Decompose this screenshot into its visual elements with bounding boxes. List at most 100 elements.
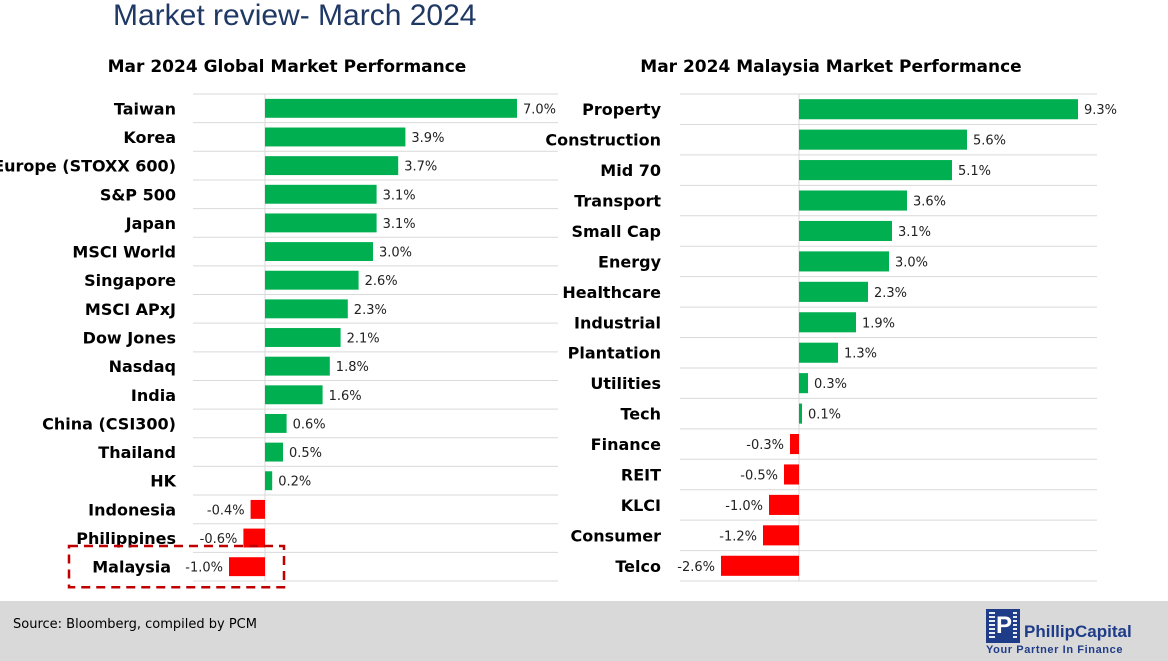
bar-hk — [265, 471, 273, 491]
category-label: Healthcare — [562, 283, 661, 302]
value-label: 3.9% — [411, 131, 444, 146]
value-label: 1.6% — [329, 389, 362, 404]
bar-nasdaq — [265, 356, 330, 376]
bar-energy — [799, 251, 889, 272]
category-label: KLCI — [621, 496, 661, 515]
category-label: Construction — [545, 131, 661, 150]
category-label: Singapore — [84, 271, 176, 290]
bar-msci-world — [265, 242, 373, 262]
value-label: 5.6% — [973, 134, 1006, 149]
logo-tagline: Your Partner In Finance — [986, 644, 1124, 656]
value-label: -2.6% — [677, 560, 715, 575]
bar-msci-apxj — [265, 299, 348, 319]
value-label: 5.1% — [958, 164, 991, 179]
logo-mark-icon: P — [986, 609, 1020, 643]
category-label: Dow Jones — [83, 329, 176, 348]
category-label: Japan — [125, 214, 176, 233]
bar-industrial — [799, 312, 856, 333]
category-label: Thailand — [98, 443, 176, 462]
malaysia-market-chart: Mar 2024 Malaysia Market Performance 9.3%… — [545, 57, 1117, 582]
category-label: REIT — [621, 465, 661, 484]
category-label: HK — [150, 472, 176, 491]
phillipcapital-logo: P PhillipCapital Your Partner In Finance — [986, 609, 1162, 657]
bar-china-csi300 — [265, 413, 287, 433]
chart-title: Mar 2024 Malaysia Market Performance — [640, 57, 1021, 77]
value-label: 0.2% — [278, 475, 311, 490]
category-label: Telco — [615, 557, 661, 576]
bar-philippines — [243, 528, 265, 548]
value-label: -0.5% — [740, 468, 778, 483]
bar-property — [799, 99, 1078, 120]
footer-bar: Source: Bloomberg, compiled by PCM P Phi… — [0, 601, 1168, 661]
category-label: Malaysia — [92, 558, 171, 577]
bar-singapore — [265, 270, 359, 290]
bar-telco — [721, 555, 799, 576]
bar-healthcare — [799, 281, 868, 302]
value-label: 0.1% — [808, 408, 841, 423]
bar-taiwan — [265, 98, 517, 118]
bar-reit — [784, 464, 799, 485]
value-label: 0.5% — [289, 446, 322, 461]
value-label: 1.8% — [336, 360, 369, 375]
charts-canvas: Mar 2024 Global Market Performance 7.0% Ta… — [0, 57, 1117, 589]
category-label: Philippines — [76, 529, 176, 548]
value-label: 2.3% — [874, 286, 907, 301]
value-label: 0.6% — [293, 417, 326, 432]
category-label: Tech — [620, 405, 661, 424]
chart-title: Mar 2024 Global Market Performance — [108, 57, 467, 77]
category-label: Property — [582, 100, 661, 119]
bar-korea — [265, 127, 406, 147]
bar-construction — [799, 129, 967, 150]
value-label: 3.1% — [383, 188, 416, 203]
category-label: Utilities — [590, 374, 661, 393]
value-label: 7.0% — [523, 102, 556, 117]
value-label: 2.3% — [354, 303, 387, 318]
category-label: MSCI World — [72, 243, 176, 262]
category-label: India — [131, 386, 176, 405]
value-label: 2.1% — [347, 332, 380, 347]
value-label: 9.3% — [1084, 103, 1117, 118]
bar-europe-stoxx-600 — [265, 156, 399, 176]
category-label: Taiwan — [114, 99, 176, 118]
bar-indonesia — [250, 499, 265, 519]
category-label: Mid 70 — [600, 161, 661, 180]
value-label: 0.3% — [814, 377, 847, 392]
bar-thailand — [265, 442, 283, 462]
category-label: Transport — [574, 192, 661, 211]
category-label: Indonesia — [88, 500, 176, 519]
value-label: 3.0% — [895, 255, 928, 270]
value-label: 3.1% — [898, 225, 931, 240]
bar-tech — [799, 403, 802, 424]
category-label: Energy — [598, 252, 662, 271]
category-label: Small Cap — [571, 222, 661, 241]
logo-name: PhillipCapital — [1024, 622, 1132, 641]
category-label: Plantation — [568, 344, 661, 363]
bar-utilities — [799, 373, 808, 394]
source-note: Source: Bloomberg, compiled by PCM — [13, 617, 257, 632]
global-market-chart: Mar 2024 Global Market Performance 7.0% Ta… — [0, 57, 558, 589]
malaysia-highlight-box — [67, 544, 286, 589]
value-label: -1.0% — [725, 499, 763, 514]
category-label: Nasdaq — [109, 357, 176, 376]
value-label: 2.6% — [365, 274, 398, 289]
category-label: China (CSI300) — [42, 414, 176, 433]
category-label: Industrial — [574, 313, 661, 332]
value-label: -0.6% — [200, 532, 238, 547]
bar-consumer — [763, 525, 799, 546]
bar-mid-70 — [799, 160, 952, 181]
bar-japan — [265, 213, 377, 233]
bar-india — [265, 385, 323, 405]
category-label: S&P 500 — [100, 185, 176, 204]
category-label: MSCI APxJ — [85, 300, 176, 319]
bar-malaysia — [229, 557, 265, 577]
value-label: -0.3% — [746, 438, 784, 453]
bar-plantation — [799, 342, 838, 363]
value-label: 3.6% — [913, 195, 946, 210]
value-label: -1.2% — [719, 529, 757, 544]
value-label: 1.3% — [844, 347, 877, 362]
value-label: -1.0% — [185, 561, 223, 576]
bar-dow-jones — [265, 328, 341, 347]
bar-transport — [799, 190, 907, 211]
bar-s-p-500 — [265, 184, 377, 204]
value-label: 3.7% — [404, 160, 437, 175]
